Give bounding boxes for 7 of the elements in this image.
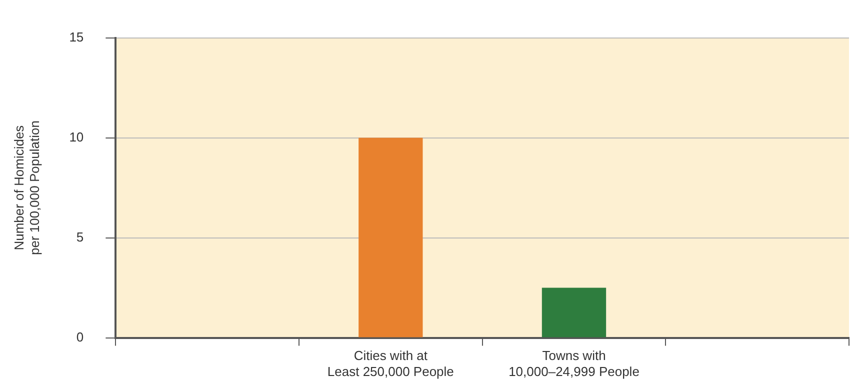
y-tick-label: 5: [76, 229, 84, 244]
y-tick-label: 10: [69, 129, 84, 144]
y-tick-label: 15: [69, 29, 84, 44]
y-tick-label: 0: [76, 329, 84, 344]
y-axis-title: Number of Homicides per 100,000 Population: [11, 120, 42, 256]
x-tick-label: Cities with at Least 250,000 People: [327, 348, 454, 379]
x-tick-label: Towns with 10,000–24,999 People: [508, 348, 640, 379]
